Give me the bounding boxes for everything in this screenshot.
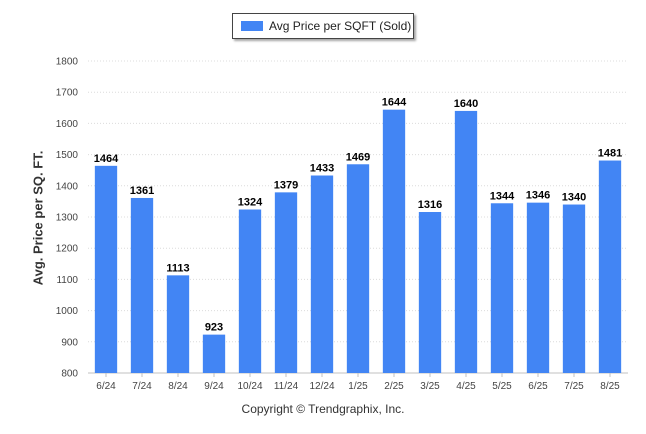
x-tick-label: 10/24: [237, 381, 262, 392]
bar: [562, 204, 586, 373]
bar: [490, 203, 514, 373]
data-label: 1464: [94, 153, 119, 165]
bar: [310, 175, 334, 373]
bar: [94, 165, 118, 373]
x-tick-label: 11/24: [274, 381, 299, 392]
data-label: 1113: [166, 262, 189, 274]
x-tick-label: 12/24: [309, 381, 334, 392]
x-tick-label: 9/24: [204, 381, 224, 392]
y-tick-label: 900: [61, 337, 78, 348]
bar: [526, 202, 550, 373]
data-label: 1324: [238, 197, 263, 209]
x-tick-label: 3/25: [420, 381, 440, 392]
y-tick-label: 1700: [56, 88, 79, 99]
data-labels: 1464 1361 1113 923 1324 1379 1433 1469 1644 1316 1…: [94, 97, 622, 334]
bars: [94, 109, 622, 374]
y-tick-label: 1600: [56, 119, 79, 130]
y-tick-label: 1100: [56, 275, 78, 286]
data-label: 923: [205, 322, 223, 334]
bar: [454, 110, 478, 374]
bar: [238, 209, 262, 373]
y-tick-label: 1400: [56, 181, 79, 192]
data-label: 1640: [454, 98, 478, 110]
y-axis-ticks: 800 900 1000 1100 1200 1300 1400 1500 1600 1700 18…: [56, 57, 79, 380]
bar: [274, 192, 298, 373]
bar: [166, 275, 190, 373]
bar: [382, 109, 406, 373]
x-tick-label: 5/25: [492, 381, 512, 392]
y-tick-label: 1000: [56, 306, 79, 317]
data-label: 1433: [310, 163, 334, 175]
data-label: 1481: [598, 148, 622, 160]
x-tick-label: 8/24: [168, 381, 188, 392]
legend-label: Avg Price per SQFT (Sold): [269, 19, 412, 33]
x-tick-label: 4/25: [456, 381, 476, 392]
x-tick-label: 7/25: [564, 381, 584, 392]
x-tick-label: 6/25: [528, 381, 548, 392]
data-label: 1340: [562, 192, 586, 204]
bar: [130, 197, 154, 373]
x-tick-label: 2/25: [384, 381, 404, 392]
data-label: 1379: [274, 179, 298, 191]
data-label: 1469: [346, 151, 370, 163]
x-axis-ticks: 6/24 7/24 8/24 9/24 10/24 11/24 12/24 1/25 2/25 3…: [96, 373, 620, 392]
data-label: 1344: [490, 190, 515, 202]
y-tick-label: 1500: [56, 150, 79, 161]
y-tick-label: 800: [61, 369, 78, 380]
data-label: 1644: [382, 97, 407, 109]
x-tick-label: 1/25: [348, 381, 368, 392]
bar: [346, 164, 370, 373]
y-axis-label: Avg. Price per SQ. FT.: [30, 150, 46, 286]
legend-swatch: [241, 21, 263, 31]
bar: [202, 334, 226, 373]
y-tick-label: 1800: [56, 57, 79, 68]
bar: [598, 160, 622, 373]
data-label: 1316: [418, 199, 442, 211]
bar: [418, 212, 442, 373]
legend[interactable]: Avg Price per SQFT (Sold): [232, 13, 414, 39]
x-tick-label: 7/24: [132, 381, 152, 392]
y-tick-label: 1200: [56, 244, 79, 255]
data-label: 1361: [130, 185, 154, 197]
y-tick-label: 1300: [56, 213, 79, 224]
data-label: 1346: [526, 190, 550, 202]
copyright-credit: Copyright © Trendgraphix, Inc.: [241, 402, 405, 416]
x-tick-label: 8/25: [600, 381, 620, 392]
x-tick-label: 6/24: [96, 381, 116, 392]
